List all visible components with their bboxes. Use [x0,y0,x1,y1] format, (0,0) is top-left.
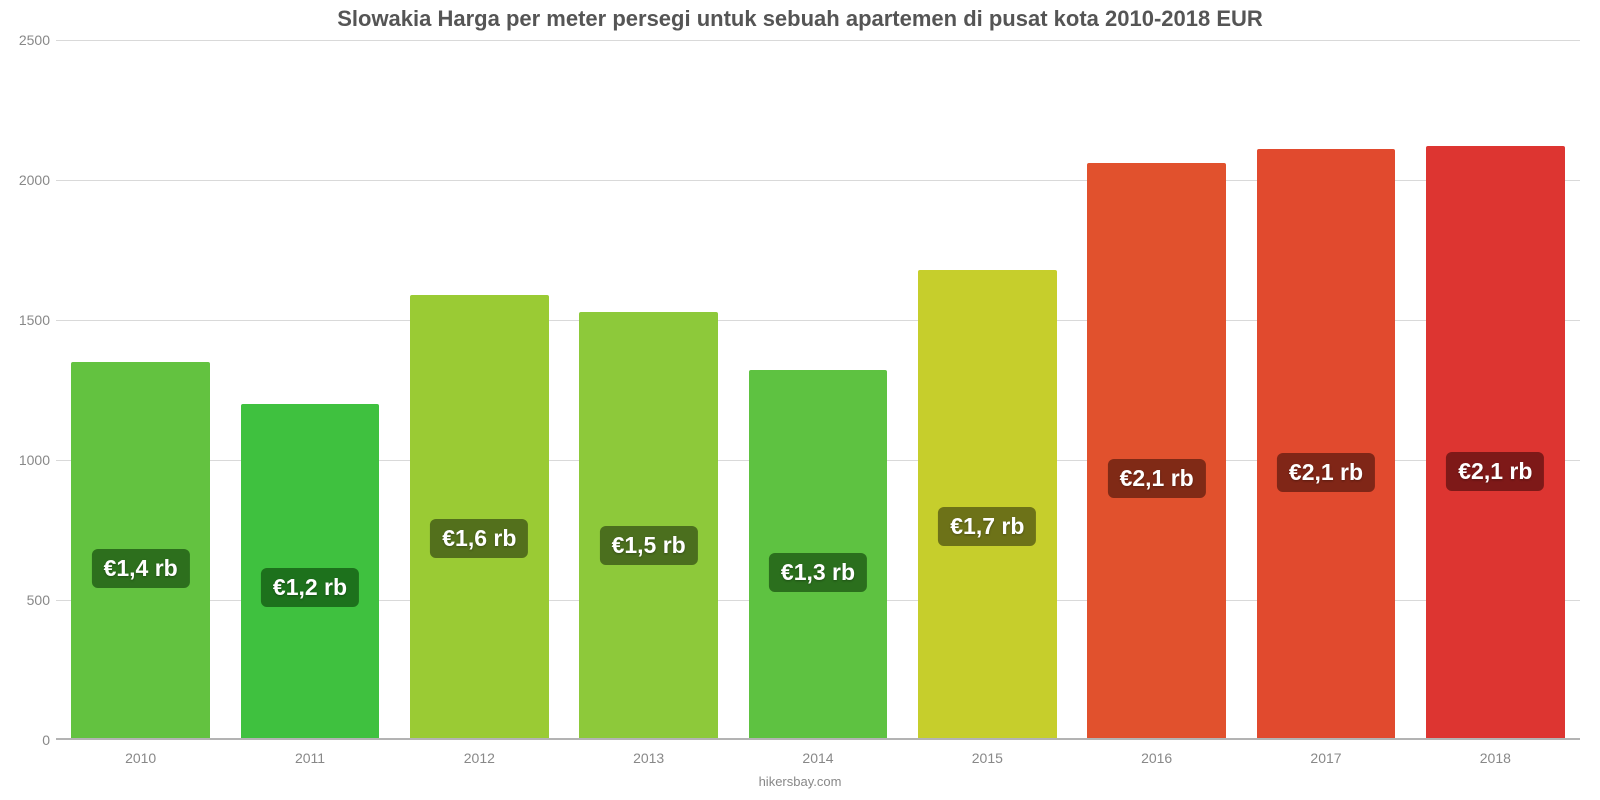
bar-value-label: €1,6 rb [430,519,528,558]
bar-slot: €2,1 rb [1241,40,1410,740]
y-tick-label: 2500 [0,32,50,48]
y-tick-label: 2000 [0,172,50,188]
bar-value-label: €1,3 rb [769,553,867,592]
bar-slot: €1,7 rb [903,40,1072,740]
bar-value-label: €2,1 rb [1108,459,1206,498]
chart-footer: hikersbay.com [0,774,1600,789]
bar [1087,163,1226,740]
x-tick-label: 2013 [633,750,664,766]
bar-slot: €1,5 rb [564,40,733,740]
bar-value-label: €1,2 rb [261,568,359,607]
bar-value-label: €1,7 rb [938,507,1036,546]
x-tick-label: 2012 [464,750,495,766]
x-tick-label: 2017 [1310,750,1341,766]
bar [1257,149,1396,740]
chart-title: Slowakia Harga per meter persegi untuk s… [0,0,1600,32]
plot-area: 05001000150020002500 €1,4 rb€1,2 rb€1,6 … [56,40,1580,740]
bar [1426,146,1565,740]
bar-value-label: €2,1 rb [1277,453,1375,492]
bar [918,270,1057,740]
y-tick-label: 500 [0,592,50,608]
x-tick-label: 2015 [972,750,1003,766]
bar-value-label: €1,4 rb [92,549,190,588]
bar-slot: €2,1 rb [1072,40,1241,740]
bar-slot: €1,4 rb [56,40,225,740]
bar [410,295,549,740]
chart-container: Slowakia Harga per meter persegi untuk s… [0,0,1600,800]
x-tick-label: 2010 [125,750,156,766]
bar-slot: €1,6 rb [395,40,564,740]
bar-slot: €1,3 rb [733,40,902,740]
x-tick-label: 2014 [802,750,833,766]
x-tick-label: 2011 [295,750,325,766]
y-tick-label: 1000 [0,452,50,468]
y-axis: 05001000150020002500 [0,40,56,740]
y-tick-label: 0 [0,732,50,748]
x-tick-label: 2016 [1141,750,1172,766]
bar-slot: €1,2 rb [225,40,394,740]
bars-layer: €1,4 rb €1,2 rb €1,6 rb €1,5 rb €1,3 rb €1,7 … [56,40,1580,740]
bar-value-label: €2,1 rb [1446,452,1544,491]
baseline [56,738,1580,740]
bar-slot: €2,1 rb [1411,40,1580,740]
bar-value-label: €1,5 rb [600,526,698,565]
x-tick-label: 2018 [1480,750,1511,766]
y-tick-label: 1500 [0,312,50,328]
